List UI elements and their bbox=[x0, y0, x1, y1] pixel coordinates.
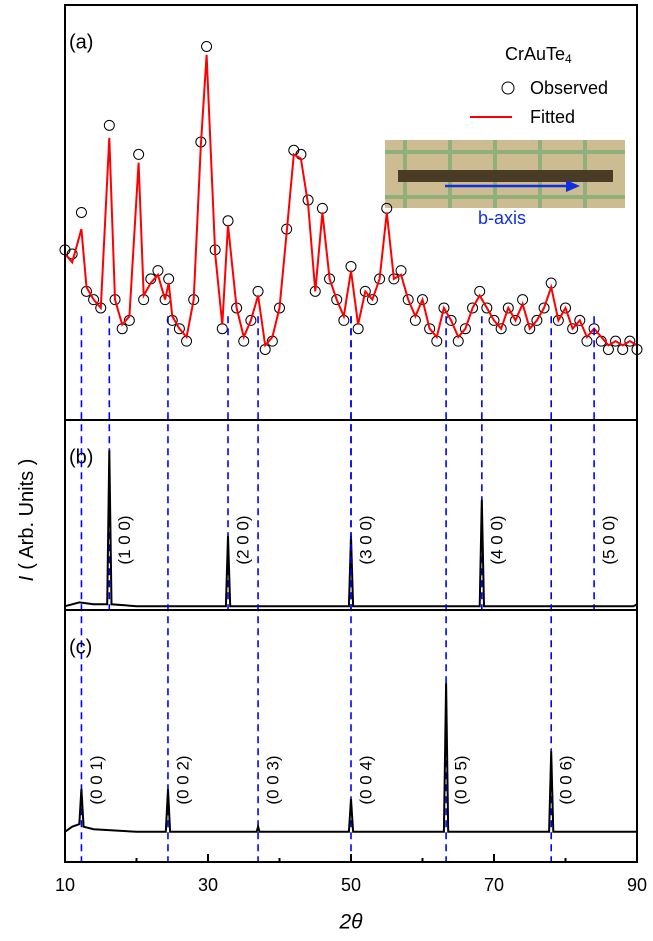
observed-point bbox=[316, 202, 328, 214]
observed-point bbox=[610, 335, 622, 347]
reflection-label: (0 0 5) bbox=[452, 755, 471, 804]
observed-point bbox=[459, 323, 471, 335]
x-axis-label: 2θ bbox=[338, 911, 363, 934]
observed-point bbox=[560, 302, 571, 314]
reflection-label: (0 0 4) bbox=[356, 755, 375, 804]
inset-label: b-axis bbox=[478, 208, 526, 228]
y-axis-variable: I bbox=[16, 575, 38, 581]
observed-point bbox=[359, 285, 371, 297]
observed-point bbox=[552, 314, 564, 326]
observed-point bbox=[201, 41, 213, 52]
inset-crystal bbox=[398, 170, 613, 182]
observed-point bbox=[502, 302, 514, 314]
compound-subscript: 4 bbox=[565, 52, 572, 66]
observed-point bbox=[133, 148, 145, 160]
y-axis-label: I ( Arb. Units ) bbox=[16, 459, 38, 582]
legend-label: Observed bbox=[530, 78, 608, 98]
profile-line bbox=[64, 450, 638, 608]
reflection-label: (3 0 0) bbox=[356, 515, 375, 564]
observed-point bbox=[222, 215, 234, 227]
observed-point bbox=[352, 323, 364, 335]
observed-point bbox=[417, 294, 428, 306]
y-axis-unit: ( Arb. Units ) bbox=[16, 459, 38, 570]
compound: CrAuTe4 bbox=[505, 44, 572, 66]
panel-label: (a) bbox=[69, 31, 93, 53]
observed-point bbox=[424, 323, 436, 335]
observed-point bbox=[216, 323, 228, 335]
observed-point bbox=[402, 294, 414, 306]
profile-line bbox=[64, 683, 637, 833]
legend-marker bbox=[501, 81, 515, 95]
inset-photo: b-axis bbox=[385, 140, 625, 228]
x-tick-label: 10 bbox=[55, 875, 75, 895]
compound-name: CrAuTe bbox=[505, 44, 565, 64]
x-tick-label: 90 bbox=[627, 875, 647, 895]
reflection-label: (0 0 2) bbox=[173, 755, 192, 804]
reflection-label: (0 0 6) bbox=[557, 755, 576, 804]
observed-point bbox=[245, 314, 257, 326]
observed-point bbox=[574, 314, 586, 326]
x-tick-label: 50 bbox=[341, 875, 361, 895]
panel-label: (c) bbox=[69, 636, 92, 658]
reflection-label: (2 0 0) bbox=[234, 515, 253, 564]
observed-point bbox=[75, 207, 87, 218]
reflection-label: (0 0 1) bbox=[87, 755, 106, 804]
observed-point bbox=[567, 323, 579, 335]
inset-arrow-head bbox=[566, 180, 580, 192]
legend-label: Fitted bbox=[530, 107, 575, 127]
observed-point bbox=[366, 294, 378, 306]
x-tick-label: 30 bbox=[198, 875, 218, 895]
reflection-label: (4 0 0) bbox=[487, 515, 506, 564]
observed-point bbox=[467, 302, 479, 314]
observed-point bbox=[103, 119, 115, 131]
panel-label: (b) bbox=[69, 446, 93, 468]
observed-point bbox=[252, 285, 264, 297]
observed-point bbox=[524, 323, 536, 335]
x-tick-label: 70 bbox=[484, 875, 504, 895]
reflection-label: (1 0 0) bbox=[115, 515, 134, 564]
observed-point bbox=[331, 294, 343, 306]
observed-point bbox=[495, 323, 507, 335]
observed-point bbox=[88, 294, 100, 306]
profile-line bbox=[64, 54, 638, 348]
observed-point bbox=[488, 314, 500, 326]
reflection-label: (5 0 0) bbox=[600, 515, 619, 564]
observed-point bbox=[531, 314, 543, 326]
observed-point bbox=[173, 323, 185, 335]
observed-point bbox=[438, 302, 450, 314]
observed-point bbox=[538, 302, 550, 314]
observed-point bbox=[345, 260, 357, 272]
observed-point bbox=[163, 273, 175, 285]
observed-point bbox=[481, 302, 493, 314]
observed-point bbox=[624, 335, 636, 347]
reflection-label: (0 0 3) bbox=[264, 755, 283, 804]
observed-point bbox=[509, 314, 521, 326]
